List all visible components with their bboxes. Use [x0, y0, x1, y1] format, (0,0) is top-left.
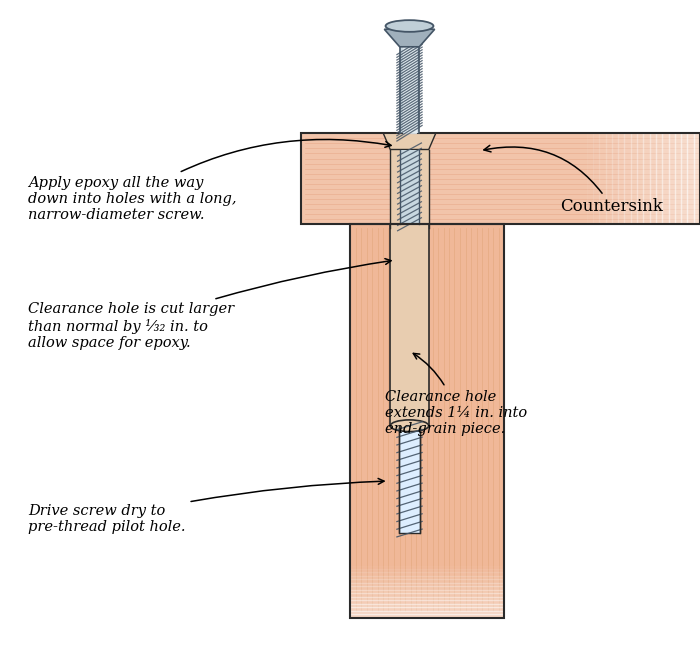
Bar — [400, 47, 419, 133]
Bar — [350, 224, 504, 618]
Bar — [391, 150, 428, 228]
Text: Drive screw dry to
pre-thread pilot hole.: Drive screw dry to pre-thread pilot hole… — [28, 478, 384, 534]
Bar — [301, 133, 700, 224]
Text: Countersink: Countersink — [484, 146, 663, 215]
Bar — [391, 224, 428, 426]
Text: Apply epoxy all the way
down into holes with a long,
narrow-diameter screw.: Apply epoxy all the way down into holes … — [28, 140, 391, 222]
Bar — [399, 426, 420, 533]
Text: Clearance hole
extends 1¼ in. into
end-grain piece.: Clearance hole extends 1¼ in. into end-g… — [385, 354, 527, 436]
Ellipse shape — [391, 420, 428, 432]
Ellipse shape — [386, 20, 433, 32]
Polygon shape — [384, 133, 435, 150]
Bar — [301, 133, 700, 224]
Bar — [400, 150, 419, 224]
Bar — [350, 224, 504, 618]
Polygon shape — [384, 29, 435, 47]
Text: Clearance hole is cut larger
than normal by ¹⁄₃₂ in. to
allow space for epoxy.: Clearance hole is cut larger than normal… — [28, 259, 391, 350]
